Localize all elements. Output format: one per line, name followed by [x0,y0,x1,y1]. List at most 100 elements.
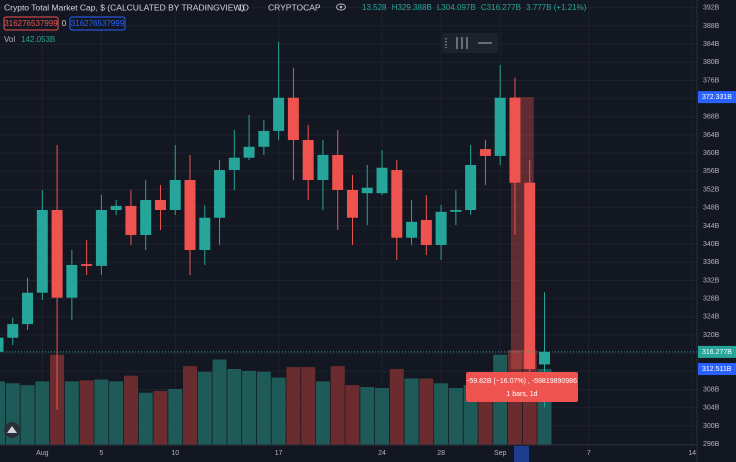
candle-body [140,200,152,235]
price-label: 372.331B [702,94,732,101]
candle-body [332,155,344,190]
measure-detail: 1 bars, 1d [506,391,537,398]
volume-bar [79,380,94,445]
y-tick-label: 328B [703,295,720,302]
toolbar-icons [445,37,492,49]
x-tick-label: 5 [99,450,103,457]
candle-body [287,97,299,140]
spread: 0 [62,19,67,28]
volume-bar [448,387,463,445]
measure-label: -59.82B (−16.07%) , -59819890986 [467,378,577,385]
y-tick-label: 308B [703,386,720,393]
candle-body [479,149,491,156]
y-tick-label: 364B [703,132,720,139]
volume-bar [153,390,168,445]
volume-bar [197,371,212,445]
y-tick-label: 296B [703,441,720,448]
candle-body [465,165,477,210]
candle-body [435,211,447,245]
candle-body [81,264,93,266]
price-label: 312.511B [702,366,732,373]
candle-body [273,97,285,131]
axes: 392B388B384B380B376B372B368B364B360B356B… [36,5,736,462]
volume-bar [404,378,419,445]
candle-body [7,324,19,338]
volume-bar [94,379,109,445]
price-label-box [698,363,736,376]
volume-bar [301,367,316,445]
logo[interactable] [4,422,20,438]
x-tick-label: 7 [587,450,591,457]
candle-body [110,205,122,210]
candle-body [302,140,314,180]
y-tick-label: 320B [703,332,720,339]
candle-body [36,210,48,293]
x-tick-label: 24 [378,450,386,457]
volume-bar [227,368,242,445]
toolbar-bg [442,33,498,53]
candle-body [22,292,34,325]
volume-bar [389,368,404,445]
eye-pupil [339,5,343,9]
buy-box[interactable] [69,16,126,31]
candle-body [169,180,181,210]
ohlc-low: L304.097B [437,3,476,12]
x-tick-label: Sep [494,450,507,457]
volume-readout: 142.053B [21,35,55,44]
candle-body [538,351,550,365]
logo-mark [7,426,17,433]
volume-bar [64,381,79,445]
candle-body [317,155,329,180]
y-tick-label: 376B [703,77,720,84]
price-label: 316.277B [702,349,732,356]
y-tick-label: 348B [703,205,720,212]
candle-body [66,265,78,298]
volume-bar [0,381,5,445]
measure-area [510,97,534,370]
candle-body [494,97,506,156]
volume-bar [345,385,360,445]
volume-bar [138,392,153,445]
y-tick-label: 360B [703,150,720,157]
candle-body [243,146,255,158]
y-tick-label: 384B [703,41,720,48]
y-tick-label: 332B [703,277,720,284]
ohlc-close: C316.277B [481,3,521,12]
candle-body [450,210,462,212]
symbol: CRYPTOCAP [268,2,321,12]
volume-bar [109,381,124,445]
candle-body [361,187,373,194]
candle-body [228,157,240,170]
y-tick-label: 352B [703,186,720,193]
y-tick-label: 380B [703,59,720,66]
ohlc-open: 13.528 [362,3,387,12]
candle-body [376,167,388,194]
measure-tooltip [466,372,578,402]
volume-bar [256,371,271,445]
volume-bar [315,381,330,445]
candle-body [391,170,403,238]
volume-bar [434,383,449,445]
eye-icon[interactable] [336,3,346,11]
price-label-box [698,91,736,104]
candle-body [95,210,107,266]
y-tick-label: 356B [703,168,720,175]
x-tick-label: Aug [36,450,49,457]
candle-body [214,170,226,218]
buy-price: 316276537999 [71,19,125,28]
volume-bar [20,385,35,445]
y-tick-label: 340B [703,241,720,248]
volume-bar [330,366,345,445]
candle-body [524,182,536,370]
candle-body [509,97,521,183]
candle-body [346,190,358,218]
candle-body [184,180,196,250]
candle-body [51,210,63,298]
volume-bar [286,367,301,445]
floating-toolbar [442,33,498,53]
sell-box[interactable] [3,16,59,31]
x-tick-label: 10 [171,450,179,457]
price-label-box [698,345,736,358]
time-highlight [514,446,529,462]
volume-bar [419,378,434,445]
